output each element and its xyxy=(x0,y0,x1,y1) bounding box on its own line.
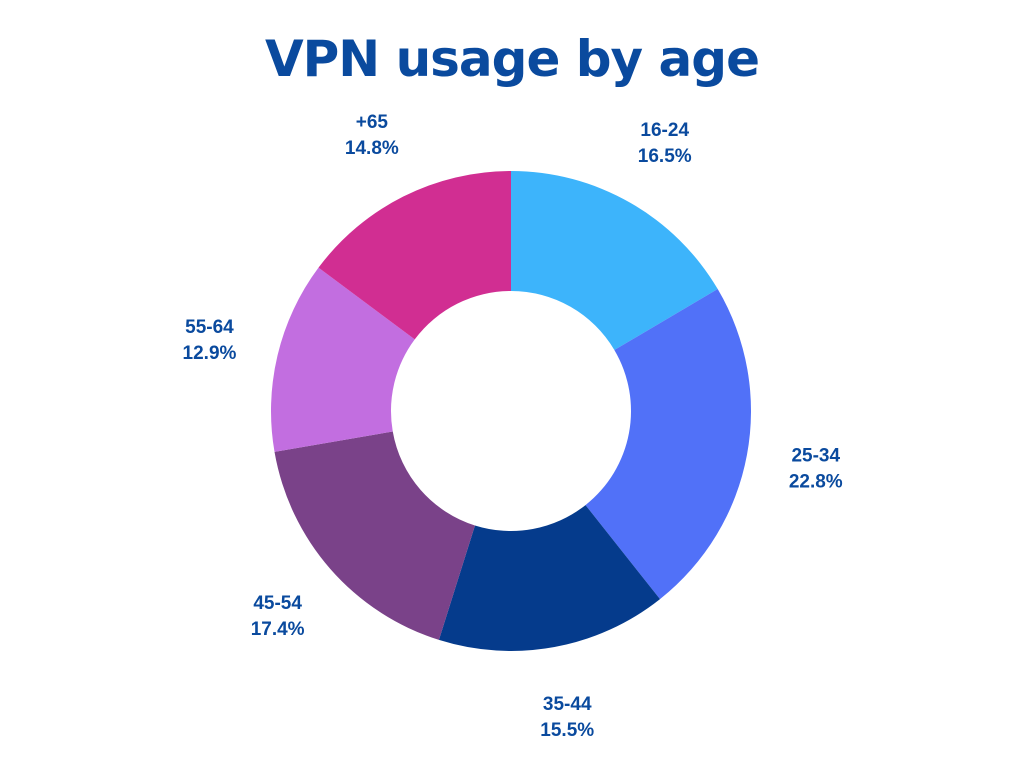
slice-label: 35-44 15.5% xyxy=(540,694,594,741)
slice-2534 xyxy=(585,289,752,600)
slice-value-label: 12.9% xyxy=(183,343,237,364)
slice-value-label: 16.5% xyxy=(638,146,692,167)
slice-category-label: +65 xyxy=(356,112,389,133)
slice-65 xyxy=(318,171,511,340)
chart-title: VPN usage by age xyxy=(264,30,760,88)
slice-3544 xyxy=(438,505,661,652)
slices-layer xyxy=(271,171,752,652)
labels-layer: 16-24 16.5% 25-34 22.8% 35-44 15.5% 45-54 17.4%… xyxy=(183,112,843,741)
slice-category-label: 35-44 xyxy=(543,694,592,715)
slice-label: +65 14.8% xyxy=(345,112,399,159)
slice-category-label: 45-54 xyxy=(253,593,302,614)
slice-value-label: 15.5% xyxy=(540,720,594,741)
slice-label: 25-34 22.8% xyxy=(789,446,843,493)
slice-label: 45-54 17.4% xyxy=(251,593,305,640)
slice-4554 xyxy=(274,431,475,640)
slice-category-label: 25-34 xyxy=(791,446,840,467)
slice-value-label: 14.8% xyxy=(345,138,399,159)
slice-category-label: 55-64 xyxy=(185,317,234,338)
slice-label: 55-64 12.9% xyxy=(183,317,237,364)
slice-value-label: 22.8% xyxy=(789,472,843,493)
slice-5564 xyxy=(271,267,415,452)
slice-value-label: 17.4% xyxy=(251,619,305,640)
slice-label: 16-24 16.5% xyxy=(638,120,692,167)
slice-1624 xyxy=(511,171,718,351)
slice-category-label: 16-24 xyxy=(640,120,689,141)
